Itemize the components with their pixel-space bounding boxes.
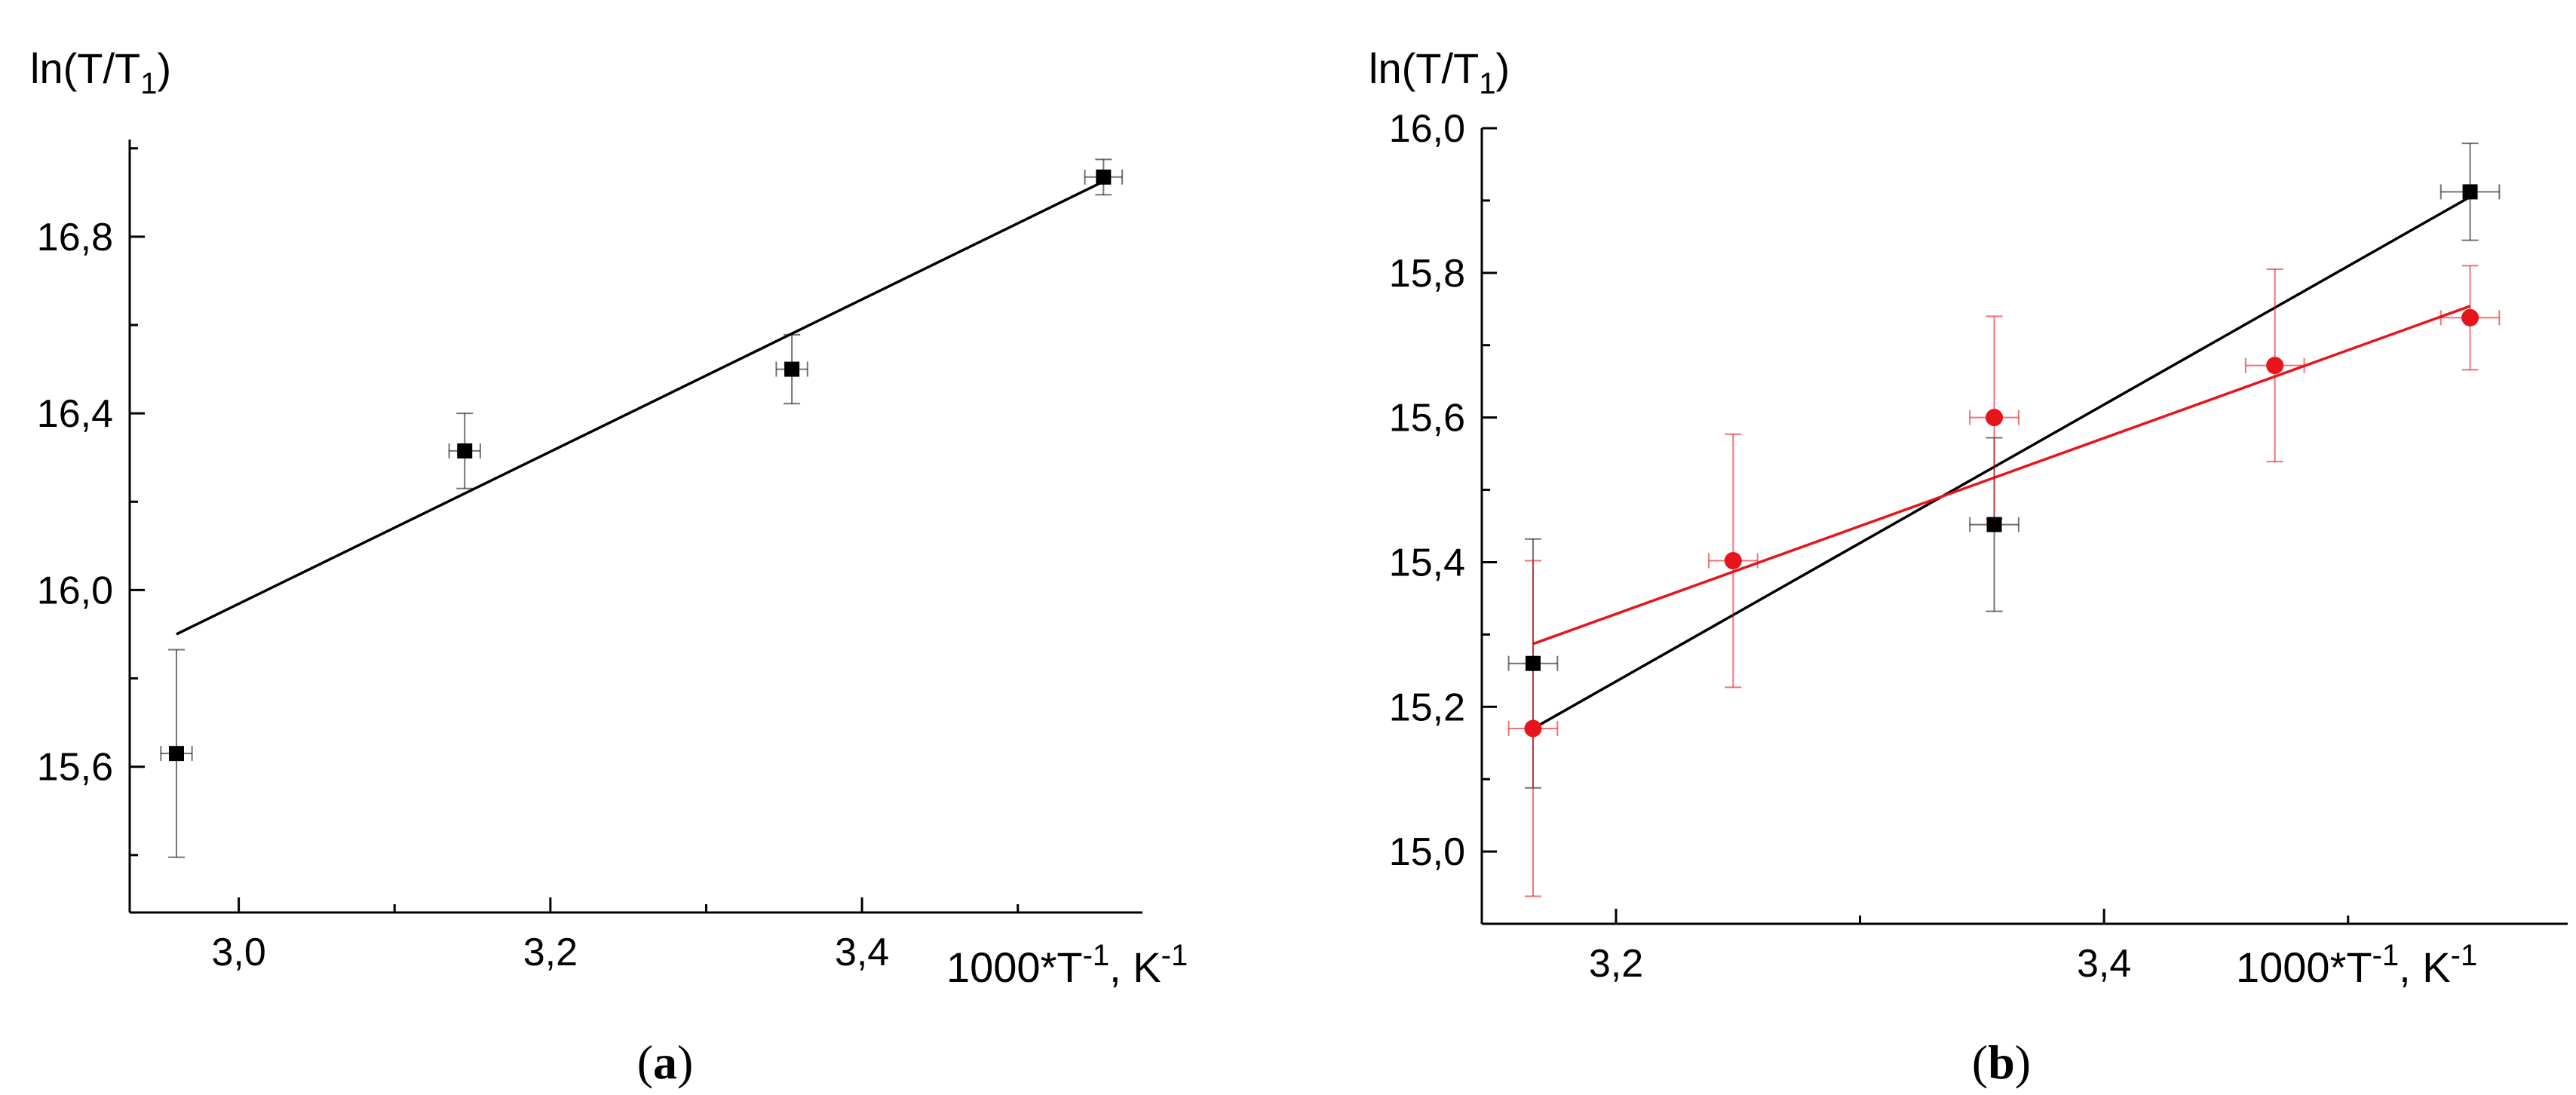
panel-label-b: (b) <box>1972 1035 2031 1089</box>
data-point-circle <box>1724 552 1742 570</box>
y-tick-label-b: 16,0 <box>1389 107 1465 151</box>
y-tick-label-a: 16,0 <box>37 569 113 612</box>
x-tick-label-a: 3,4 <box>835 931 889 974</box>
data-point-square <box>2462 184 2478 200</box>
y-tick-label-a: 16,4 <box>37 392 113 436</box>
data-point-square <box>1096 169 1112 185</box>
markers-b <box>1524 184 2479 738</box>
x-tick-label-b: 3,2 <box>1589 942 1643 986</box>
y-tick-label-b: 15,2 <box>1389 686 1465 729</box>
x-tick-label-b: 3,4 <box>2077 942 2131 986</box>
chart-panel-b: 15,015,215,415,615,816,03,2 3,4 ln(T/T1) … <box>1369 44 2568 1089</box>
y-axis-label-a: ln(T/T1) <box>30 44 171 100</box>
y-tick-label-b: 15,6 <box>1389 397 1465 440</box>
fit-line-a-0 <box>176 180 1105 636</box>
data-point-circle <box>2461 308 2479 327</box>
errorbars-a <box>160 158 1124 858</box>
y-tick-label-a: 15,6 <box>37 746 113 790</box>
data-point-square <box>457 443 473 459</box>
x-tick-label-a: 3,2 <box>523 931 578 974</box>
data-point-circle <box>2266 357 2284 375</box>
y-tick-label-a: 16,8 <box>37 216 113 259</box>
x-axis-label-b: 1000*T-1, K-1 <box>2236 939 2477 991</box>
chart-panel-a: 15,6 16,0 16,4 16,8 3,0 3,2 3,4 ln(T/T1) 1000*… <box>30 44 1188 1089</box>
data-point-square <box>1525 655 1541 671</box>
y-tick-label-b: 15,0 <box>1389 830 1465 874</box>
data-point-square <box>168 746 184 762</box>
data-point-square <box>784 361 800 377</box>
markers-a <box>168 169 1112 762</box>
x-tick-label-a: 3,0 <box>211 931 265 974</box>
y-axis-label-b: ln(T/T1) <box>1369 44 1510 100</box>
data-point-square <box>1986 517 2002 532</box>
y-tick-label-b: 15,8 <box>1389 252 1465 296</box>
x-axis-label-a: 1000*T-1, K-1 <box>946 939 1188 991</box>
fit-lines-a <box>176 180 1105 636</box>
fit-line-b-0 <box>1532 195 2471 730</box>
axes-a: 15,6 16,0 16,4 16,8 3,0 3,2 3,4 <box>37 140 1142 974</box>
data-point-circle <box>1986 409 2004 427</box>
axes-b: 15,0 15,2 15,4 15,6 15,8 16,0 3,2 3,4 <box>1389 107 2568 986</box>
fit-line-b-1 <box>1532 305 2471 646</box>
y-tick-label-b: 15,4 <box>1389 541 1465 584</box>
errorbars-b <box>1507 143 2501 897</box>
data-point-circle <box>1524 719 1542 738</box>
panel-label-a: (a) <box>637 1035 694 1089</box>
fit-lines-b <box>1532 195 2471 730</box>
